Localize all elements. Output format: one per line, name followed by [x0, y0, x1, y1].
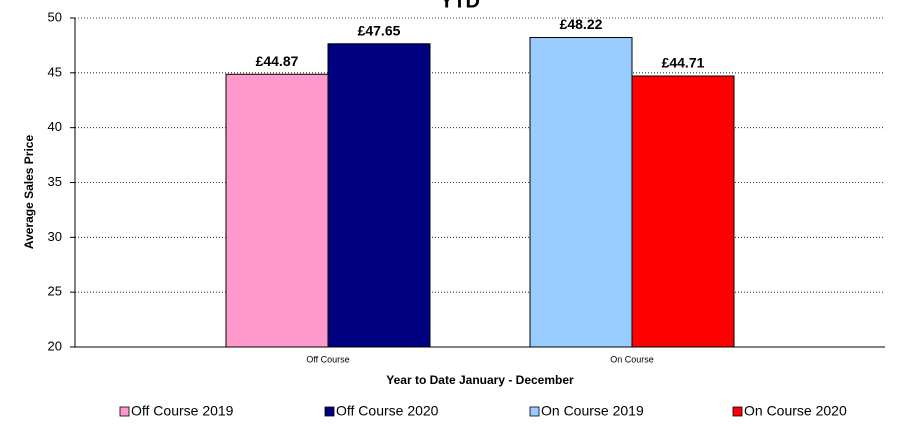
y-tick-label: 45 [48, 64, 62, 79]
y-tick-label: 35 [48, 174, 62, 189]
legend-swatch [119, 406, 130, 417]
value-label: £44.71 [662, 55, 705, 71]
bar [225, 73, 329, 348]
legend-label: On Course 2019 [541, 403, 644, 419]
legend-label: Off Course 2019 [131, 403, 234, 419]
bar [631, 75, 735, 348]
value-label: £47.65 [358, 22, 401, 38]
y-tick-label: 25 [48, 284, 62, 299]
y-tick-label: 30 [48, 229, 62, 244]
legend-label: On Course 2020 [744, 403, 847, 419]
legend-swatch [529, 406, 540, 417]
bar [529, 37, 633, 348]
x-tick-label: On Course [610, 354, 654, 364]
y-axis-label: Average Sales Price [22, 135, 36, 250]
x-axis-label: Year to Date January - December [386, 373, 574, 387]
x-tick-label: Off Course [306, 354, 349, 364]
value-label: £48.22 [560, 16, 603, 32]
y-tick-label: 40 [48, 119, 62, 134]
y-tick-label: 50 [48, 9, 62, 24]
y-tick-label: 20 [48, 338, 62, 353]
value-label: £44.87 [256, 53, 299, 69]
legend-swatch [324, 406, 335, 417]
legend-swatch [732, 406, 743, 417]
bar [327, 43, 431, 348]
legend-label: Off Course 2020 [336, 403, 439, 419]
chart-title: YTD [440, 0, 480, 12]
